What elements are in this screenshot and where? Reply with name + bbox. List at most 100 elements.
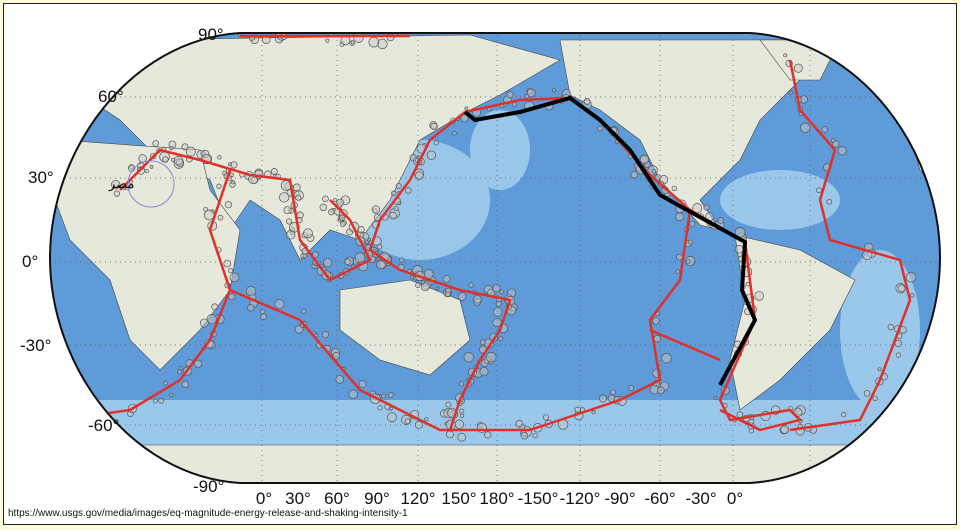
earthquake-marker: [404, 187, 412, 194]
earthquake-marker: [295, 194, 302, 201]
earthquake-marker: [292, 183, 301, 192]
earthquake-marker: [390, 190, 397, 197]
earthquake-marker: [464, 106, 469, 111]
earthquake-marker: [245, 286, 257, 297]
earthquake-marker: [389, 211, 397, 220]
earthquake-marker: [278, 192, 290, 203]
earthquake-marker: [463, 352, 474, 363]
earthquake-marker: [181, 380, 190, 389]
plate-boundaries: [59, 34, 912, 432]
earthquake-marker: [783, 53, 788, 58]
earthquake-marker: [367, 237, 372, 242]
earthquake-marker: [689, 220, 696, 228]
earthquake-marker: [336, 198, 345, 207]
earthquake-marker: [398, 257, 404, 263]
africa: [54, 139, 241, 371]
earthquake-marker: [830, 138, 836, 143]
earthquake-marker: [333, 197, 338, 203]
lat-label-minus60: -60°: [88, 416, 120, 435]
earthquake-marker: [484, 431, 492, 439]
earthquake-marker: [301, 27, 306, 32]
earthquake-marker: [897, 284, 906, 293]
lat-label-minus90: -90°: [193, 477, 225, 496]
earthquake-marker: [302, 253, 308, 259]
earthquake-marker: [350, 40, 355, 45]
earthquake-marker: [457, 292, 467, 301]
earthquake-marker: [224, 200, 233, 209]
lat-label-90: 90°: [198, 25, 224, 44]
earthquake-marker: [905, 271, 917, 283]
earthquake-marker: [639, 154, 650, 164]
earthquake-marker: [492, 307, 503, 317]
earthquake-marker: [498, 336, 504, 341]
earthquake-marker: [376, 259, 386, 270]
earthquake-marker: [152, 140, 160, 147]
south-america: [729, 234, 856, 411]
earthquake-marker: [607, 394, 616, 402]
earthquake-marker: [788, 90, 793, 95]
earthquake-marker: [713, 396, 718, 400]
earthquake-marker: [328, 208, 335, 216]
earthquake-marker: [260, 313, 267, 320]
lon-label: 30°: [285, 489, 311, 508]
earthquake-marker: [216, 183, 222, 189]
earthquake-marker: [628, 385, 635, 391]
earthquake-marker: [734, 244, 744, 254]
earthquake-marker: [800, 122, 811, 133]
earthquake-marker: [319, 203, 328, 212]
earthquake-marker: [754, 291, 764, 301]
earthquake-marker: [388, 392, 394, 399]
earthquake-marker: [688, 239, 694, 245]
lon-label: 120°: [400, 489, 436, 508]
earthquake-marker: [377, 38, 388, 50]
earthquake-marker: [332, 352, 341, 360]
earthquake-marker: [392, 24, 399, 31]
earthquake-marker: [837, 146, 847, 156]
lon-label: -120°: [559, 489, 601, 508]
earthquake-marker: [574, 406, 581, 414]
earthquake-marker: [325, 38, 330, 43]
earthquake-marker: [685, 259, 691, 264]
earthquake-marker: [138, 154, 147, 163]
earthquake-marker: [444, 291, 451, 297]
earthquake-marker: [420, 282, 430, 292]
lat-label-minus30: -30°: [20, 336, 52, 355]
map-outline: [48, 32, 942, 484]
lat-label-30: 30°: [28, 168, 54, 187]
earthquake-marker: [661, 352, 672, 364]
earthquake-marker: [303, 228, 313, 239]
earthquake-marker: [458, 381, 464, 387]
lon-label: -30°: [685, 489, 717, 508]
earthquake-marker: [227, 268, 234, 274]
earthquake-marker: [459, 408, 465, 414]
earthquake-marker: [144, 168, 150, 174]
earthquake-marker: [676, 253, 683, 261]
earthquake-marker: [526, 88, 536, 98]
earthquake-marker: [393, 206, 399, 212]
earthquake-marker: [404, 418, 411, 425]
earthquake-marker: [597, 125, 603, 132]
earthquake-marker: [371, 205, 381, 214]
graticule: [50, 33, 940, 483]
earthquake-marker: [322, 195, 329, 203]
earthquake-marker: [395, 183, 402, 190]
lon-label: 90°: [364, 489, 390, 508]
earthquake-marker: [395, 33, 405, 36]
earthquake-marker: [780, 425, 790, 434]
earthquake-marker: [353, 33, 364, 43]
earthquake-marker: [552, 88, 557, 93]
earthquake-marker: [152, 398, 158, 404]
earthquake-marker: [415, 171, 424, 180]
earthquake-marker: [532, 433, 538, 439]
earthquake-marker: [479, 366, 489, 377]
earthquake-marker: [821, 126, 828, 133]
earthquake-marker: [111, 180, 121, 190]
place-highlight-circle: [127, 160, 175, 208]
earthquake-marker: [430, 122, 438, 131]
earthquake-marker: [894, 339, 902, 348]
earthquake-marker: [185, 146, 196, 157]
lon-label: 0°: [255, 489, 273, 508]
earthquake-marker: [480, 339, 486, 346]
earthquake-marker: [415, 282, 421, 288]
